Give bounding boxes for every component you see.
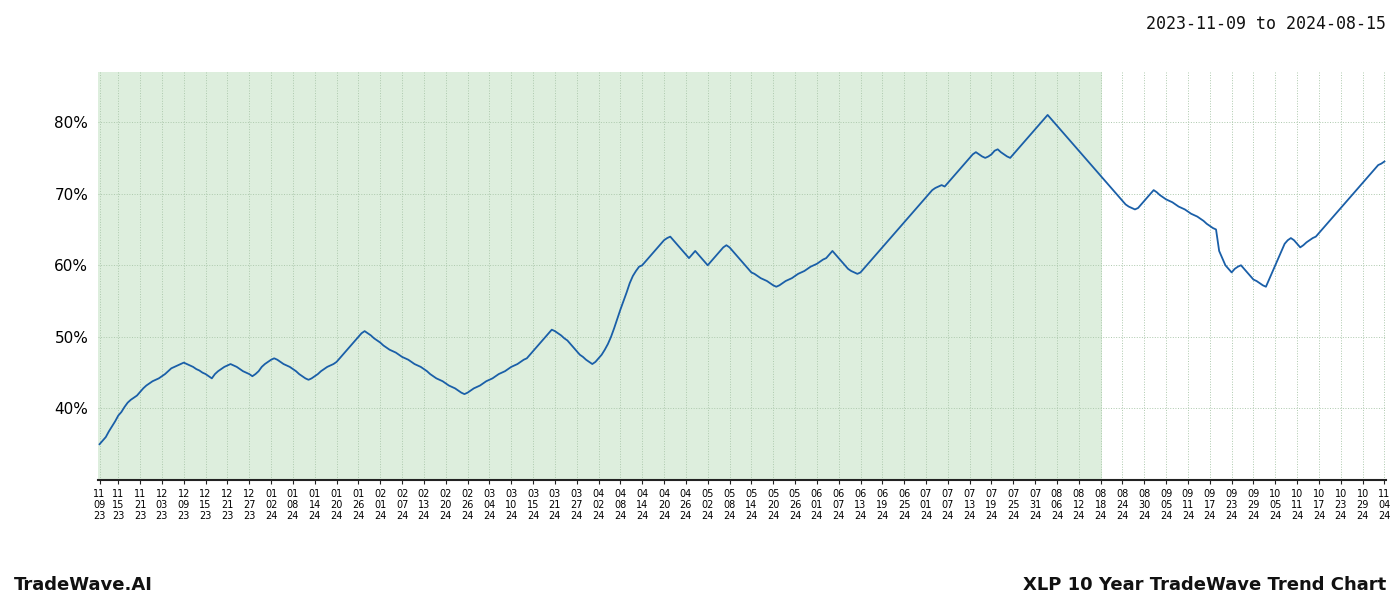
Text: XLP 10 Year TradeWave Trend Chart: XLP 10 Year TradeWave Trend Chart (1023, 576, 1386, 594)
Text: 2023-11-09 to 2024-08-15: 2023-11-09 to 2024-08-15 (1147, 15, 1386, 33)
Text: TradeWave.AI: TradeWave.AI (14, 576, 153, 594)
Bar (98, 72, 1102, 480)
